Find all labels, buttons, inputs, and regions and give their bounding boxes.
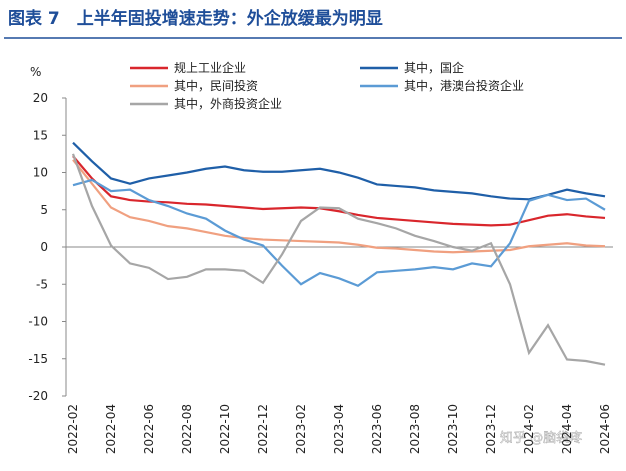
x-tick-label: 2023-10 <box>446 404 460 454</box>
chart-title: 图表 7 上半年固投增速走势：外企放缓最为明显 <box>8 8 383 29</box>
series-line <box>72 155 606 227</box>
legend-label: 其中，港澳台投资企业 <box>404 78 524 93</box>
x-tick-label: 2022-02 <box>66 404 80 454</box>
y-tick-label: -15 <box>28 352 48 366</box>
legend-label: 其中，外商投资企业 <box>174 96 282 111</box>
y-tick-label: 15 <box>33 128 48 142</box>
legend-label: 其中，民间投资 <box>174 78 258 93</box>
x-tick-label: 2024-04 <box>560 404 574 454</box>
x-tick-label: 2022-08 <box>180 404 194 454</box>
series-line <box>72 141 606 201</box>
x-tick-label: 2023-02 <box>294 404 308 454</box>
y-tick-label: -20 <box>28 389 48 403</box>
y-tick-label: -10 <box>28 315 48 329</box>
x-tick-label: 2022-10 <box>218 404 232 454</box>
legend-label: 其中，国企 <box>404 60 464 75</box>
x-tick-label: 2022-06 <box>142 404 156 454</box>
series-line <box>71 153 606 366</box>
y-tick-label: 0 <box>40 240 48 254</box>
y-tick-label: 5 <box>40 203 48 217</box>
x-tick-label: 2024-06 <box>598 404 612 454</box>
x-tick-label: 2023-04 <box>332 404 346 454</box>
y-axis-label: % <box>30 65 41 79</box>
x-tick-label: 2022-12 <box>256 404 270 454</box>
x-tick-label: 2023-12 <box>484 404 498 454</box>
y-tick-label: 20 <box>33 91 48 105</box>
y-tick-label: 10 <box>33 166 48 180</box>
legend-label: 规上工业企业 <box>174 60 246 75</box>
y-tick-label: -5 <box>36 277 48 291</box>
series-line <box>72 159 606 254</box>
x-tick-label: 2023-08 <box>408 404 422 454</box>
x-tick-label: 2022-04 <box>104 404 118 454</box>
x-tick-label: 2024-02 <box>522 404 536 454</box>
series-line <box>72 178 606 287</box>
x-tick-label: 2023-06 <box>370 404 384 454</box>
watermark: 知乎 @脑袋疼 <box>500 430 582 446</box>
